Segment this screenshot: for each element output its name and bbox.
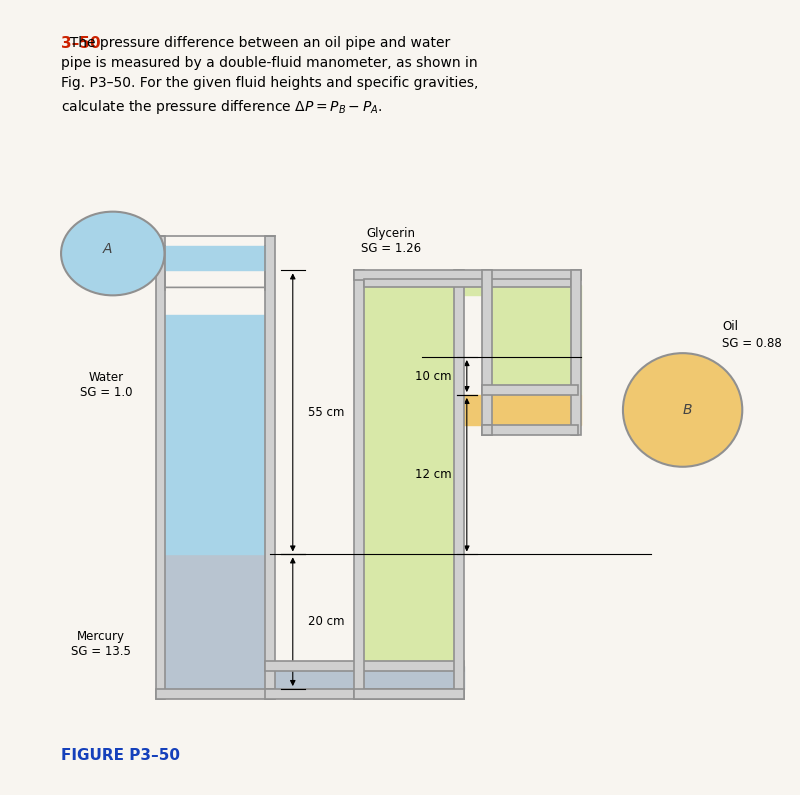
Bar [571, 270, 581, 435]
Bar [354, 270, 581, 281]
Bar [454, 270, 464, 699]
Ellipse shape [623, 353, 742, 467]
Bar [265, 661, 464, 671]
Bar [166, 554, 265, 689]
Bar [265, 689, 464, 699]
Bar [364, 664, 454, 689]
Bar [166, 246, 265, 270]
Bar [354, 689, 464, 699]
Ellipse shape [61, 211, 165, 296]
Bar [364, 316, 454, 664]
Text: FIGURE P3–50: FIGURE P3–50 [61, 748, 180, 763]
Text: The pressure difference between an oil pipe and water
pipe is measured by a doub: The pressure difference between an oil p… [61, 37, 478, 115]
Text: Oil
SG = 0.88: Oil SG = 0.88 [722, 320, 782, 351]
Bar [166, 316, 265, 554]
Bar [482, 385, 578, 395]
Text: 12 cm: 12 cm [415, 468, 452, 481]
Text: Mercury
SG = 13.5: Mercury SG = 13.5 [71, 630, 130, 658]
Text: 3–50: 3–50 [61, 37, 101, 51]
Bar [482, 270, 492, 435]
Bar [166, 666, 464, 689]
Bar [364, 285, 571, 296]
Bar [155, 689, 275, 699]
Bar [265, 235, 275, 699]
Text: 55 cm: 55 cm [308, 406, 344, 419]
Bar [364, 279, 571, 287]
Text: Water
SG = 1.0: Water SG = 1.0 [79, 371, 132, 399]
Text: B: B [683, 403, 692, 417]
Bar [354, 270, 364, 699]
Bar [492, 285, 581, 395]
Bar [364, 285, 454, 663]
Bar [2, 145, 797, 793]
Bar [482, 425, 578, 435]
Text: Glycerin
SG = 1.26: Glycerin SG = 1.26 [361, 227, 422, 254]
Text: 10 cm: 10 cm [415, 370, 452, 382]
Bar [155, 235, 166, 699]
Bar [464, 395, 578, 425]
Bar [482, 425, 492, 435]
Text: A: A [103, 242, 113, 255]
Bar [492, 395, 581, 425]
Text: 20 cm: 20 cm [308, 615, 344, 628]
